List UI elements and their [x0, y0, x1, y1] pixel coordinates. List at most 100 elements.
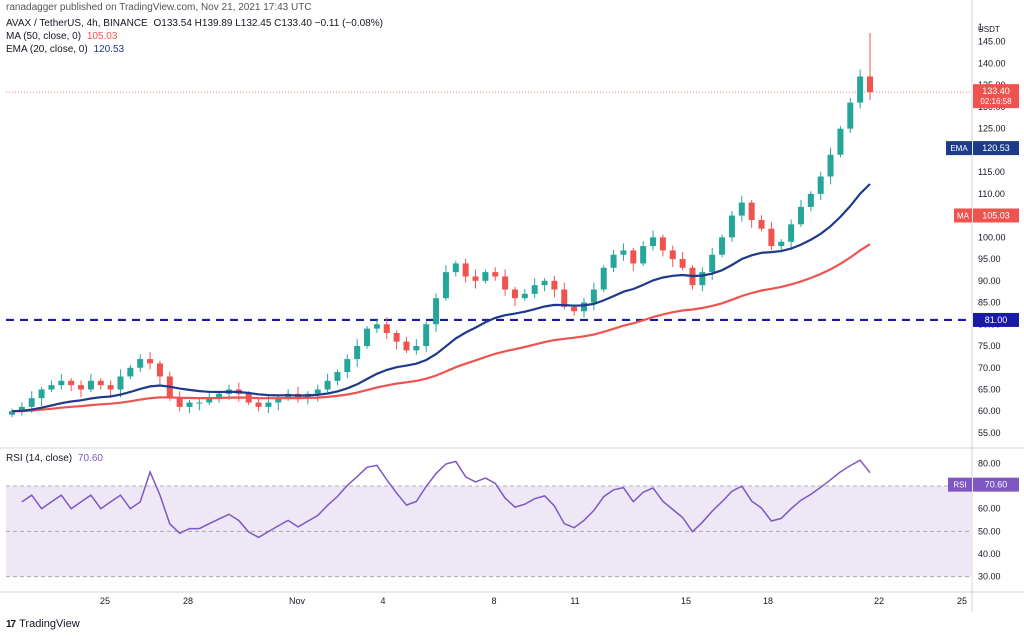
- candle-body: [334, 372, 341, 381]
- candle-body: [176, 398, 183, 407]
- price-tick-label: 75.00: [978, 341, 1001, 351]
- candle-body: [571, 306, 578, 312]
- ma-value: 105.03: [86, 31, 118, 42]
- candle-body: [610, 254, 617, 268]
- support-tag-label: 81.00: [985, 315, 1008, 325]
- candle-body: [28, 398, 35, 407]
- candle-body: [531, 285, 538, 294]
- rsi-tick-label: 80.00: [978, 458, 1001, 468]
- rsi-value: 70.60: [77, 453, 103, 464]
- candle-body: [196, 402, 203, 404]
- price-tick-label: 125.00: [978, 124, 1006, 134]
- price-tick-label: 100.00: [978, 232, 1006, 242]
- ma-legend: MA (50, close, 0) 105.03: [6, 31, 117, 42]
- ema-tag: [973, 141, 1019, 156]
- candle-body: [58, 380, 65, 386]
- candle-body: [324, 380, 331, 390]
- candle-body: [827, 154, 834, 177]
- candle-body: [364, 328, 371, 347]
- candle-body: [38, 389, 45, 399]
- candle-body: [383, 324, 390, 333]
- ema-value: 120.53: [93, 44, 125, 55]
- candle-body: [117, 376, 124, 390]
- price-tick-label: 145.00: [978, 37, 1006, 47]
- candle-body: [502, 276, 509, 290]
- price-tick-label-top: 1: [978, 22, 983, 32]
- candle-body: [630, 250, 637, 264]
- candle-body: [87, 380, 94, 390]
- candle-body: [147, 359, 154, 364]
- price-tick-label: 115.00: [978, 167, 1005, 177]
- time-tick-label: 4: [380, 596, 385, 606]
- publisher-header: ranadagger published on TradingView.com,…: [6, 2, 312, 13]
- time-tick-label: 15: [681, 596, 691, 606]
- candle-body: [719, 237, 726, 255]
- symbol-legend: AVAX / TetherUS, 4h, BINANCE O133.54 H13…: [6, 18, 383, 29]
- candles-group: [9, 33, 873, 418]
- candle-body: [590, 289, 597, 303]
- candle-body: [650, 237, 657, 247]
- candle-body: [679, 259, 686, 268]
- price-tick-label: 95.00: [978, 254, 1001, 264]
- last-price-label: 133.40: [982, 86, 1010, 96]
- ma-tag-label: 105.03: [982, 210, 1010, 220]
- price-tick-label: 140.00: [978, 58, 1006, 68]
- candle-body: [186, 402, 193, 407]
- candle-body: [521, 293, 528, 299]
- candle-body: [216, 393, 223, 399]
- candle-body: [206, 398, 213, 403]
- rsi-tick-label: 30.00: [978, 572, 1001, 582]
- candle-body: [728, 215, 735, 238]
- ema-tag-label: 120.53: [982, 143, 1010, 153]
- candle-body: [768, 228, 775, 247]
- ma-line: [11, 243, 871, 413]
- price-tick-label: 110.00: [978, 189, 1005, 199]
- time-tick-label: 18: [763, 596, 773, 606]
- candle-body: [275, 398, 282, 403]
- candle-body: [156, 363, 163, 377]
- rsi-legend: RSI (14, close) 70.60: [6, 453, 103, 464]
- candle-body: [373, 324, 380, 329]
- tradingview-footer: 17 TradingView: [6, 618, 80, 630]
- candle-body: [847, 102, 854, 129]
- candle-body: [344, 359, 351, 373]
- candle-body: [511, 289, 518, 299]
- rsi-label: RSI (14, close): [6, 453, 73, 464]
- candle-body: [709, 254, 716, 273]
- candle-body: [462, 263, 469, 277]
- price-tick-label: 70.00: [978, 363, 1001, 373]
- rsi-tick-label: 60.00: [978, 504, 1001, 514]
- candle-body: [78, 385, 85, 390]
- candle-body: [97, 380, 104, 386]
- tradingview-logo-icon: 17: [6, 618, 16, 630]
- candle-body: [433, 298, 440, 325]
- price-tick-label: 60.00: [978, 406, 1001, 416]
- candle-body: [807, 193, 814, 207]
- rsi-tick-label: 40.00: [978, 549, 1001, 559]
- candle-body: [817, 176, 824, 194]
- ma-label: MA (50, close, 0): [6, 31, 82, 42]
- time-tick-label: 8: [491, 596, 496, 606]
- candle-body: [423, 324, 430, 347]
- candle-body: [748, 202, 755, 220]
- candle-body: [669, 250, 676, 260]
- candle-body: [541, 280, 548, 286]
- candle-body: [797, 206, 804, 225]
- rsi-tag-label: 70.60: [985, 480, 1008, 490]
- candle-body: [659, 237, 666, 251]
- tradingview-brand: TradingView: [19, 618, 80, 630]
- rsi-tick-label: 50.00: [978, 526, 1001, 536]
- candle-body: [482, 272, 489, 281]
- time-tick-label: 28: [183, 596, 193, 606]
- candle-body: [354, 346, 361, 360]
- ohlc-values: O133.54 H139.89 L132.45 C133.40 −0.11 (−…: [153, 18, 383, 29]
- ma-tag: [973, 208, 1019, 223]
- support-tag: [973, 312, 1019, 327]
- time-tick-label: Nov: [289, 596, 306, 606]
- ema-line: [11, 183, 871, 413]
- candle-body: [620, 250, 627, 255]
- ma-tag-name-label: MA: [957, 211, 970, 220]
- symbol-label: AVAX / TetherUS, 4h, BINANCE: [6, 18, 148, 29]
- candle-body: [472, 276, 479, 281]
- candle-body: [600, 267, 607, 290]
